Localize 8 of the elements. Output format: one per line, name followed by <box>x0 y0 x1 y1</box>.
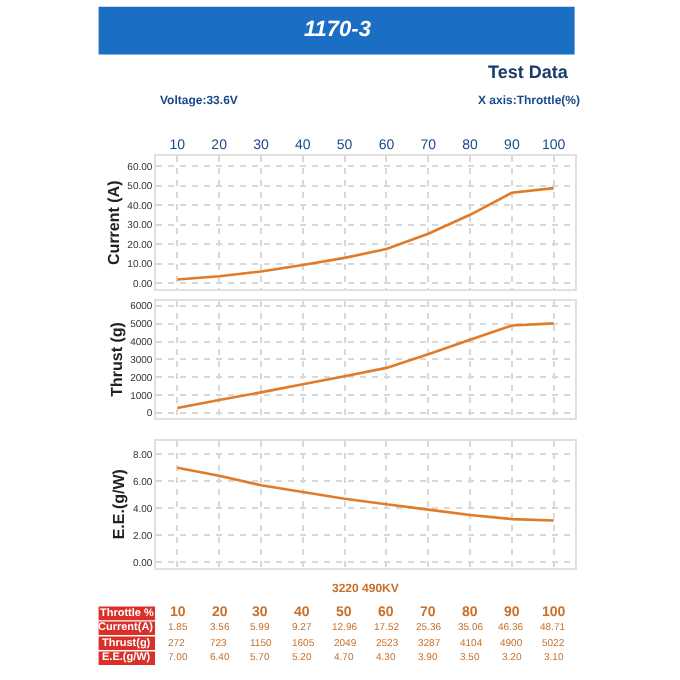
y-axis-title: Current (A) <box>104 179 123 265</box>
y-axis-title: E.E.(g/W) <box>110 468 129 540</box>
y-axis-title: Thrust (g) <box>107 321 126 397</box>
chart-title: 1170-3 <box>304 18 371 42</box>
chart-subtitle: Test Data <box>488 62 570 82</box>
line-series <box>176 322 555 410</box>
line-series <box>176 466 555 522</box>
line-series <box>176 186 555 281</box>
